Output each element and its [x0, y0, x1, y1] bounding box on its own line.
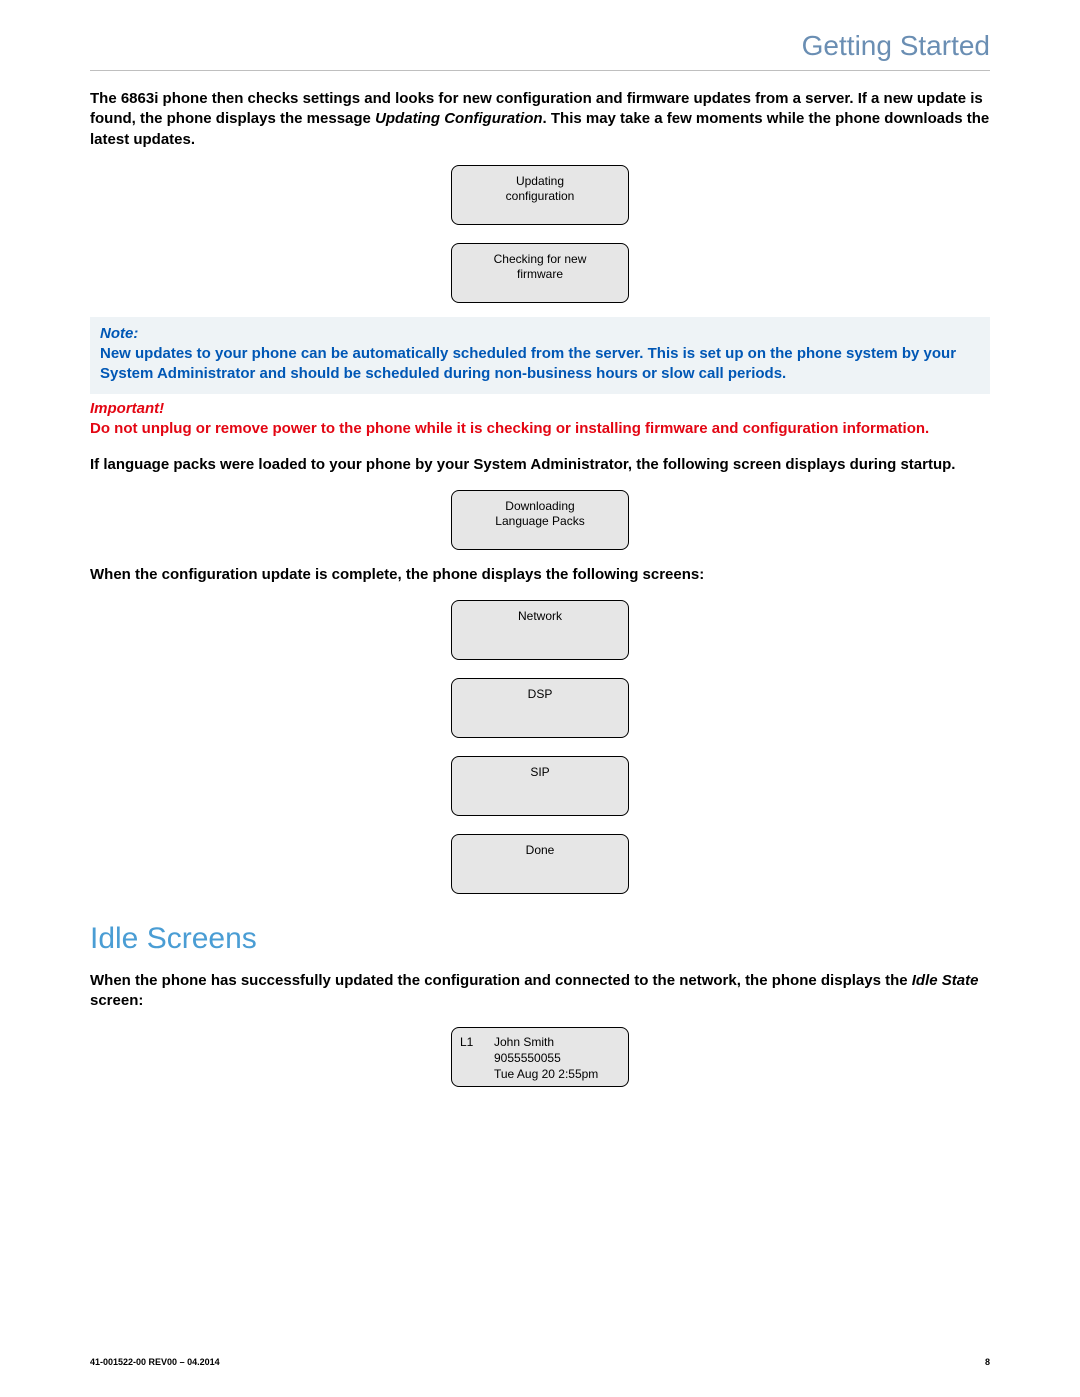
- language-screen-group: Downloading Language Packs: [90, 490, 990, 550]
- idle-post: screen:: [90, 992, 143, 1009]
- idle-screens-heading: Idle Screens: [90, 922, 990, 956]
- screen-line: firmware: [517, 267, 563, 281]
- screen-line: configuration: [506, 189, 575, 203]
- header-divider: [90, 70, 990, 71]
- screen-idle-state: L1 John Smith 9055550055 Tue Aug 20 2:55…: [451, 1027, 629, 1087]
- screen-line: SIP: [530, 765, 549, 779]
- screen-sip: SIP: [451, 756, 629, 816]
- idle-spacer: [460, 1050, 494, 1066]
- screen-line: Checking for new: [494, 252, 587, 266]
- note-title: Note:: [100, 325, 980, 342]
- idle-datetime: Tue Aug 20 2:55pm: [494, 1066, 620, 1082]
- idle-spacer: [460, 1066, 494, 1082]
- screen-line: Network: [518, 609, 562, 623]
- screen-network: Network: [451, 600, 629, 660]
- idle-number: 9055550055: [494, 1050, 620, 1066]
- screen-updating-config: Updating configuration: [451, 165, 629, 225]
- language-pack-text: If language packs were loaded to your ph…: [90, 455, 990, 475]
- footer-docid: 41-001522-00 REV00 – 04.2014: [90, 1357, 220, 1367]
- idle-line-indicator: L1: [460, 1034, 494, 1050]
- intro-em: Updating Configuration: [375, 110, 542, 127]
- complete-text: When the configuration update is complet…: [90, 565, 990, 585]
- screen-done: Done: [451, 834, 629, 894]
- screen-checking-firmware: Checking for new firmware: [451, 243, 629, 303]
- important-title: Important!: [90, 400, 990, 417]
- note-box: Note: New updates to your phone can be a…: [90, 317, 990, 395]
- footer-page-number: 8: [985, 1357, 990, 1367]
- note-body: New updates to your phone can be automat…: [100, 344, 980, 385]
- screen-downloading-langpacks: Downloading Language Packs: [451, 490, 629, 550]
- idle-pre: When the phone has successfully updated …: [90, 972, 912, 989]
- idle-screen-group: L1 John Smith 9055550055 Tue Aug 20 2:55…: [90, 1027, 990, 1087]
- screen-line: Downloading: [505, 499, 574, 513]
- idle-name: John Smith: [494, 1034, 620, 1050]
- screen-line: Done: [526, 843, 555, 857]
- screen-line: Language Packs: [495, 514, 584, 528]
- important-body: Do not unplug or remove power to the pho…: [90, 419, 990, 439]
- screen-line: DSP: [528, 687, 553, 701]
- screen-line: Updating: [516, 174, 564, 188]
- page: Getting Started The 6863i phone then che…: [0, 0, 1080, 1397]
- completion-screens-group: Network DSP SIP Done: [90, 600, 990, 894]
- page-header-title: Getting Started: [90, 30, 990, 62]
- startup-screens-group-1: Updating configuration Checking for new …: [90, 165, 990, 303]
- screen-dsp: DSP: [451, 678, 629, 738]
- idle-intro-paragraph: When the phone has successfully updated …: [90, 971, 990, 1012]
- idle-em: Idle State: [912, 972, 979, 989]
- page-footer: 41-001522-00 REV00 – 04.2014 8: [90, 1357, 990, 1367]
- intro-paragraph: The 6863i phone then checks settings and…: [90, 89, 990, 150]
